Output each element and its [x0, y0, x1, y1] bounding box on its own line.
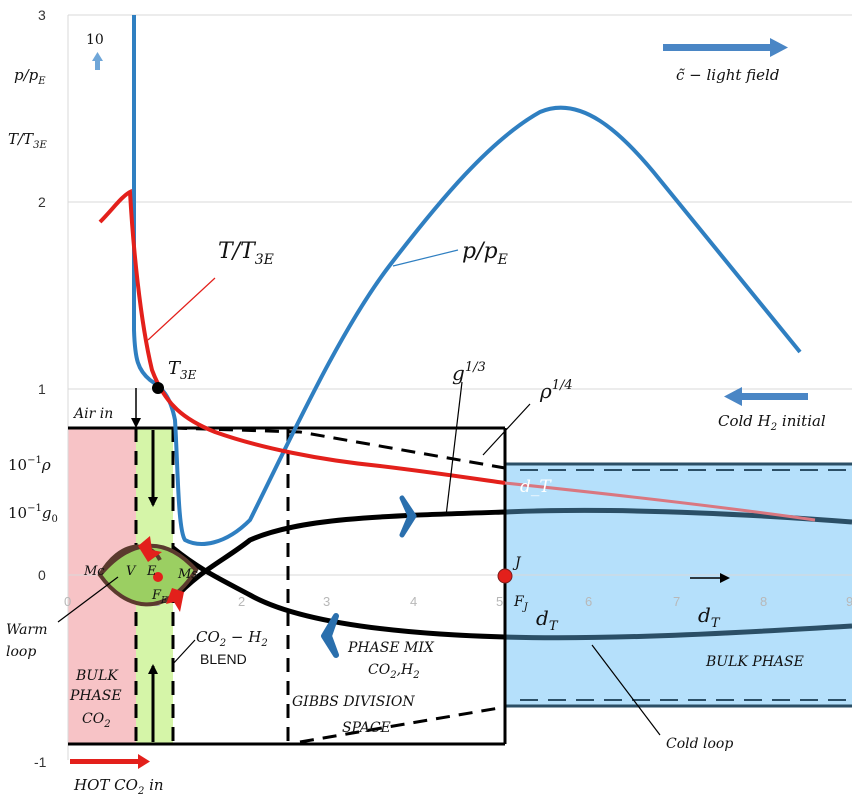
label-gibbs-2: SPACE — [342, 720, 391, 736]
x-tick-6: 6 — [585, 594, 592, 609]
label-g: g1/3 — [452, 360, 486, 385]
x-tick-7: 7 — [673, 594, 680, 609]
label-p-curve: p/pE — [462, 239, 508, 268]
label-warm-loop-2: loop — [6, 644, 36, 660]
x-tick-4: 4 — [410, 594, 417, 609]
p-curve — [132, 15, 802, 546]
leader-lines — [57, 381, 661, 736]
t3e-point — [152, 382, 164, 394]
label-cold-loop: Cold loop — [666, 736, 733, 752]
label-air-in: Air in — [72, 406, 113, 422]
label-co2-h2: CO2 − H2 — [196, 628, 268, 649]
g-curves — [171, 509, 506, 640]
label-bulk-co2-2: PHASE — [69, 688, 122, 704]
label-bulk-co2-1: BULK — [75, 668, 119, 684]
chevron-left-icon — [321, 613, 339, 658]
label-ten: 10 — [86, 32, 104, 48]
up-arrow-ten-icon — [92, 52, 103, 70]
t-curve-leader — [147, 277, 216, 341]
x-tick-2: 2 — [238, 594, 245, 609]
label-v: V — [126, 564, 137, 579]
y-tick-0: 0 — [38, 567, 46, 583]
label-f-j: FJ — [513, 594, 529, 613]
label-bulk-phase-right: BULK PHASE — [705, 654, 804, 670]
label-bulk-co2-3: CO2 — [82, 711, 111, 730]
dashed-lines — [134, 426, 506, 744]
label-e: E — [146, 564, 157, 579]
y-tick-1: 1 — [38, 381, 46, 397]
label-mc: Mc — [83, 564, 105, 579]
cold-h2-arrow-icon — [724, 387, 808, 406]
label-d-t-overlay: d_T — [520, 477, 552, 497]
label-warm-loop-1: Warm — [6, 622, 48, 638]
blue-region — [505, 464, 852, 706]
red-arrow-bottom — [166, 588, 184, 612]
label-d-t-2: dT — [698, 603, 721, 631]
x-tick-5: 5 — [496, 594, 503, 609]
y-label-p: p/pE — [14, 66, 46, 87]
label-phase-mix-1: PHASE MIX — [347, 640, 435, 656]
t-curve-tail — [504, 481, 816, 522]
label-t-curve: T/T3E — [218, 239, 274, 268]
y-tick-3: 3 — [38, 7, 46, 23]
y-label-g: 10−1g0 — [8, 503, 58, 525]
x-tick-3: 3 — [323, 594, 330, 609]
j-point — [497, 568, 513, 584]
x-tick-0: 0 — [64, 594, 71, 609]
y-label-rho: 10−1ρ — [8, 455, 51, 474]
x-tick-8: 8 — [760, 594, 767, 609]
x-tick-9: 9 — [846, 594, 852, 609]
label-ms: Ms — [177, 567, 198, 582]
t-curve — [98, 188, 506, 485]
label-gibbs-1: GIBBS DIVISION — [292, 694, 415, 710]
label-rho: ρ1/4 — [539, 378, 573, 403]
p-curve-leader — [392, 249, 459, 267]
y-tick-neg1: -1 — [34, 754, 47, 770]
red-arrow-top — [138, 536, 162, 562]
y-label-t: T/T3E — [8, 130, 47, 151]
label-d-t-1: dT — [536, 606, 559, 634]
label-fe: FE — [151, 588, 168, 606]
light-field-arrow-icon — [663, 38, 788, 57]
label-cold-h2: Cold H2 initial — [718, 412, 826, 433]
label-hot-co2: HOT CO2 in — [73, 776, 164, 795]
label-j: J — [512, 555, 522, 571]
label-phase-mix-2: CO2,H2 — [368, 662, 420, 681]
chevron-right-icon — [399, 495, 417, 538]
y-tick-2: 2 — [38, 194, 46, 210]
e-point — [153, 572, 163, 582]
label-light-field: c̃ − light field — [676, 66, 779, 84]
label-t3e-point: T3E — [168, 358, 197, 382]
red-arrows — [138, 536, 184, 612]
label-blend: BLEND — [200, 651, 247, 667]
hot-co2-arrow-icon — [70, 754, 150, 769]
